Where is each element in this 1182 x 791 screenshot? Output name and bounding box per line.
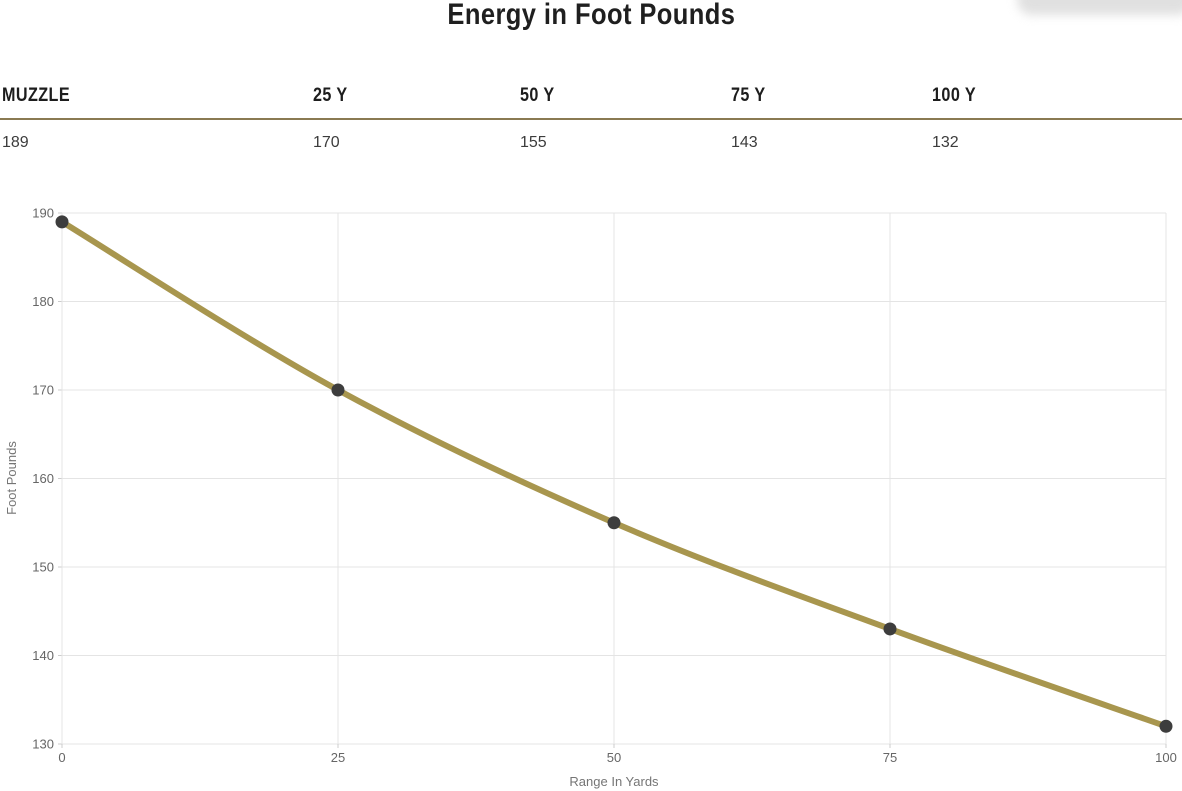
data-point[interactable] — [331, 383, 345, 397]
x-tick-label: 100 — [1155, 750, 1177, 765]
table-header-25y: 25 Y — [313, 85, 348, 106]
data-point[interactable] — [607, 516, 621, 530]
table-header-100y: 100 Y — [932, 85, 977, 106]
table-header-row: MUZZLE 25 Y 50 Y 75 Y 100 Y — [0, 86, 1182, 106]
x-axis-title: Range In Yards — [569, 774, 659, 789]
table-cell-25y: 170 — [313, 134, 340, 151]
table-cell-50y: 155 — [520, 134, 547, 151]
page-title: Energy in Foot Pounds — [0, 0, 1182, 32]
table-cell-100y: 132 — [932, 134, 959, 151]
table-header-50y: 50 Y — [520, 85, 555, 106]
x-tick-label: 50 — [607, 750, 621, 765]
x-tick-label: 0 — [58, 750, 65, 765]
y-tick-label: 170 — [32, 383, 54, 398]
y-tick-label: 160 — [32, 471, 54, 486]
x-tick-label: 75 — [883, 750, 897, 765]
table-header-75y: 75 Y — [731, 85, 766, 106]
table-cell-muzzle: 189 — [2, 134, 29, 151]
data-point[interactable] — [55, 215, 69, 229]
y-tick-label: 190 — [32, 206, 54, 221]
energy-line-chart[interactable]: 130 140 150 160 170 180 190 0 25 50 75 100 Range In … — [0, 190, 1182, 791]
faded-corner-element — [1017, 0, 1182, 15]
y-tick-label: 130 — [32, 737, 54, 752]
table-value-row: 189 170 155 143 132 — [0, 133, 1182, 153]
table-divider — [0, 118, 1182, 120]
page-title-text: Energy in Foot Pounds — [446, 0, 736, 31]
x-tick-label: 25 — [331, 750, 345, 765]
y-tick-label: 140 — [32, 648, 54, 663]
data-point[interactable] — [883, 622, 897, 636]
y-axis-title: Foot Pounds — [4, 441, 19, 515]
data-point[interactable] — [1159, 719, 1173, 733]
table-header-muzzle: MUZZLE — [2, 85, 71, 106]
chart-canvas[interactable]: 130 140 150 160 170 180 190 0 25 50 75 100 Range In … — [0, 190, 1182, 791]
y-tick-label: 150 — [32, 560, 54, 575]
ballistics-table: MUZZLE 25 Y 50 Y 75 Y 100 Y 189 170 155 … — [0, 86, 1182, 153]
table-cell-75y: 143 — [731, 134, 758, 151]
y-tick-label: 180 — [32, 294, 54, 309]
